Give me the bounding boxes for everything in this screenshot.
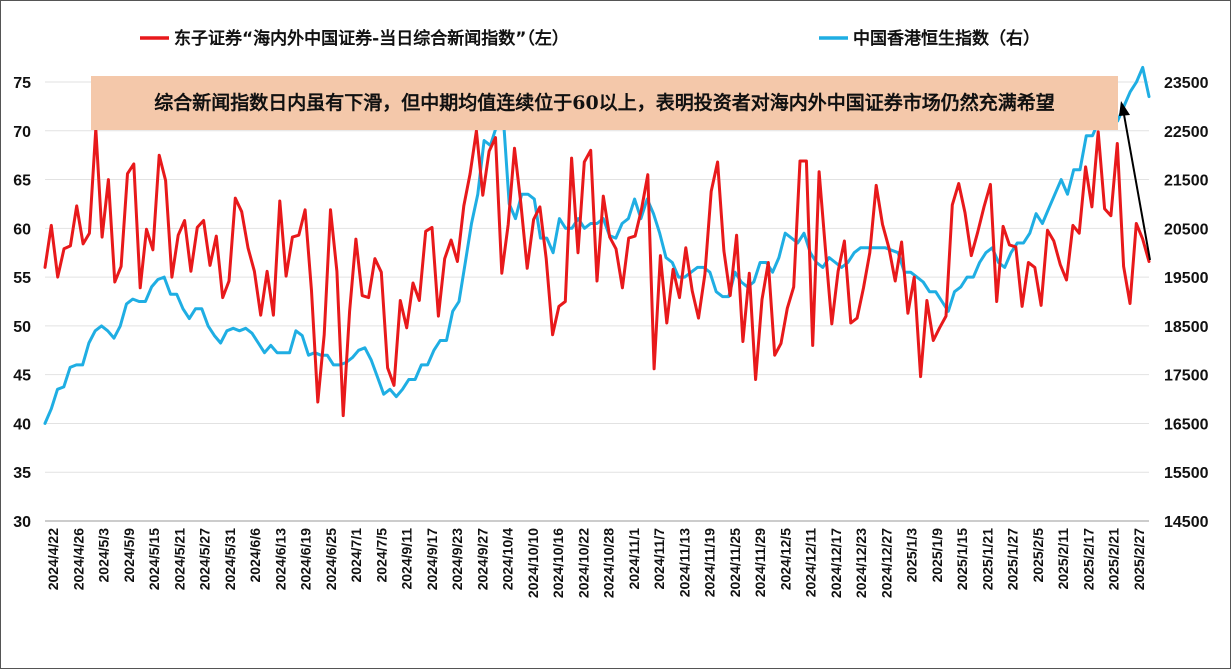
x-tick-label: 2024/11/25 [727,528,743,598]
left-y-tick-label: 30 [13,514,31,531]
left-y-tick-label: 35 [13,465,31,482]
gridlines [45,81,1149,522]
right-y-tick-label: 14500 [1164,514,1209,531]
x-tick-label: 2025/2/5 [1030,528,1046,583]
left-y-tick-label: 65 [13,173,31,190]
x-tick-label: 2025/1/27 [1005,528,1021,590]
right-y-tick-label: 18500 [1164,319,1209,336]
annotation-text: 综合新闻指数日内虽有下滑，但中期均值连续位于60以上，表明投资者对海内外中国证券… [154,92,1055,114]
right-y-tick-label: 17500 [1164,368,1209,385]
annotation-box: 综合新闻指数日内虽有下滑，但中期均值连续位于60以上，表明投资者对海内外中国证券… [91,76,1118,130]
x-tick-label: 2024/7/5 [373,528,389,583]
left-y-tick-label: 50 [13,319,31,336]
right-y-tick-label: 20500 [1164,221,1209,238]
legend-label: 中国香港恒生指数（右） [853,28,1040,49]
right-y-tick-label: 22500 [1164,124,1209,141]
left-y-tick-label: 60 [13,221,31,238]
right-y-tick-label: 23500 [1164,75,1209,92]
left-y-tick-label: 70 [13,124,31,141]
x-tick-label: 2025/2/21 [1106,528,1122,590]
right-y-tick-label: 21500 [1164,173,1209,190]
x-tick-label: 2024/5/27 [197,528,213,590]
x-tick-label: 2024/5/31 [222,528,238,590]
x-tick-label: 2024/6/19 [298,528,314,590]
x-tick-label: 2024/5/15 [146,528,162,590]
x-tick-label: 2024/11/1 [626,528,642,590]
x-tick-label: 2025/1/15 [954,528,970,590]
x-tick-label: 2024/12/23 [853,528,869,598]
x-tick-label: 2024/11/19 [702,528,718,598]
x-tick-label: 2025/1/9 [929,528,945,583]
x-tick-label: 2024/9/23 [449,528,465,590]
x-tick-label: 2024/10/4 [500,528,516,590]
x-tick-label: 2024/9/27 [474,528,490,590]
x-tick-label: 2024/7/1 [348,528,364,583]
right-y-axis: 14500 15500 16500 17500 18500 19500 20500 21500… [1164,75,1209,531]
x-tick-label: 2024/4/26 [70,528,86,590]
x-tick-label: 2024/4/22 [45,528,61,590]
x-tick-label: 2024/12/5 [777,528,793,590]
x-tick-label: 2024/11/13 [676,528,692,598]
x-tick-label: 2024/6/6 [247,528,263,583]
x-tick-label: 2025/1/21 [979,528,995,590]
x-tick-label: 2025/1/3 [904,528,920,583]
x-tick-label: 2024/6/13 [272,528,288,590]
x-tick-label: 2024/10/28 [601,528,617,598]
legend: 东子证券“海内外中国证券-当日综合新闻指数”（左） 中国香港恒生指数（右） [140,28,1040,49]
left-y-tick-label: 45 [13,368,31,385]
left-y-axis: 30 35 40 45 50 55 60 65 70 75 [13,75,31,531]
x-tick-label: 2024/10/22 [575,528,591,598]
x-tick-label: 2024/11/7 [651,528,667,590]
x-tick-label: 2024/11/29 [752,528,768,598]
x-tick-label: 2024/5/3 [96,528,112,583]
left-y-tick-label: 40 [13,416,31,433]
x-tick-label: 2025/2/27 [1131,528,1147,590]
x-tick-label: 2024/12/11 [803,528,819,598]
left-y-tick-label: 75 [13,75,31,92]
arrow-shaft [1122,108,1151,261]
arrow-head [1119,101,1130,116]
hang-seng-line [43,65,1151,425]
callout-arrow [1119,101,1151,261]
right-y-tick-label: 16500 [1164,416,1209,433]
x-tick-label: 2024/5/9 [121,528,137,583]
x-tick-label: 2024/12/17 [828,528,844,598]
x-tick-label: 2024/5/21 [171,528,187,590]
legend-label: 东子证券“海内外中国证券-当日综合新闻指数”（左） [174,28,569,49]
right-y-tick-label: 19500 [1164,270,1209,287]
news-index-line [43,127,1151,418]
x-tick-label: 2025/2/11 [1055,528,1071,590]
right-y-tick-label: 15500 [1164,465,1209,482]
x-tick-label: 2025/2/17 [1080,528,1096,590]
x-tick-label: 2024/10/16 [550,528,566,598]
x-tick-label: 2024/12/27 [878,528,894,598]
x-axis: 2024/4/22 2024/4/26 2024/5/3 2024/5/9 2024/5… [45,528,1147,598]
series-layer [43,65,1151,425]
x-tick-label: 2024/6/25 [323,528,339,590]
x-tick-label: 2024/9/11 [399,528,415,590]
x-tick-label: 2024/10/10 [525,528,541,598]
x-tick-label: 2024/9/17 [424,528,440,590]
left-y-tick-label: 55 [13,270,31,287]
